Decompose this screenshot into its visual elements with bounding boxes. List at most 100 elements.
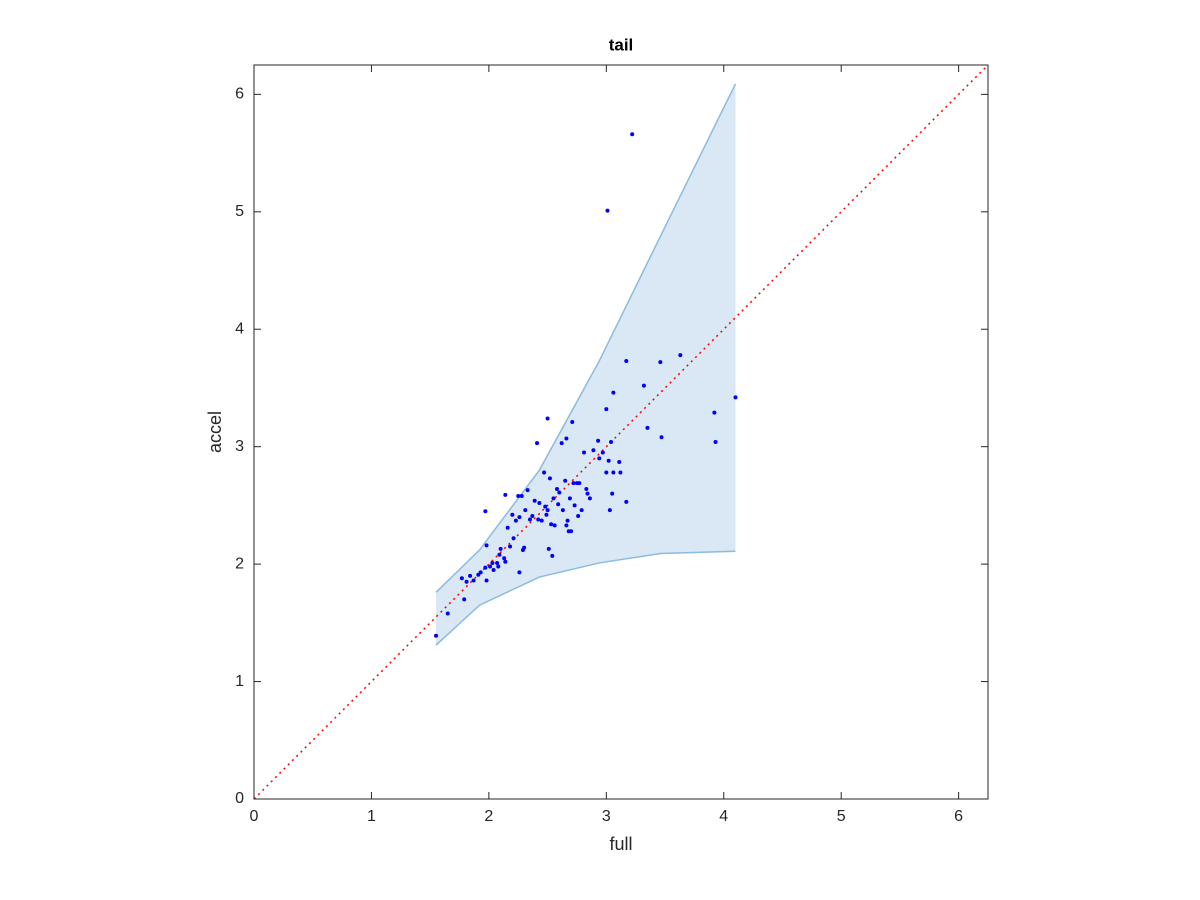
point <box>565 518 570 523</box>
reference-line <box>253 64 989 800</box>
point <box>543 504 548 509</box>
point <box>611 390 616 395</box>
point <box>484 578 489 583</box>
band-upper <box>435 83 737 593</box>
point <box>658 360 663 365</box>
y-tick-label: 6 <box>235 86 244 103</box>
point <box>557 490 562 495</box>
point <box>497 552 502 557</box>
point <box>571 481 576 486</box>
point <box>587 496 592 501</box>
point <box>549 522 554 527</box>
point <box>641 383 646 388</box>
point <box>584 486 589 491</box>
point <box>539 518 544 523</box>
point <box>560 508 565 513</box>
point <box>606 458 611 463</box>
point <box>559 441 564 446</box>
point <box>530 513 535 518</box>
point <box>546 546 551 551</box>
point <box>471 578 476 583</box>
point <box>532 498 537 503</box>
point <box>579 508 584 513</box>
point <box>547 476 552 481</box>
point <box>678 353 683 358</box>
x-tick-label: 2 <box>484 808 493 825</box>
point <box>496 564 501 569</box>
point <box>596 438 601 443</box>
y-tick-label: 1 <box>235 673 244 690</box>
point <box>713 439 718 444</box>
point <box>527 517 532 522</box>
point <box>495 560 500 565</box>
point <box>491 567 496 572</box>
point <box>567 496 572 501</box>
point <box>462 597 467 602</box>
point <box>570 420 575 425</box>
point <box>502 556 507 561</box>
point <box>434 633 439 638</box>
chart-title: tail <box>609 35 634 54</box>
y-tick-label: 4 <box>235 320 244 337</box>
y-tick-label: 2 <box>235 555 244 572</box>
point <box>498 546 503 551</box>
point <box>733 395 738 400</box>
point <box>468 573 473 578</box>
point <box>536 517 541 522</box>
point <box>510 512 515 517</box>
point <box>488 564 493 569</box>
point <box>523 508 528 513</box>
point <box>490 560 495 565</box>
point <box>577 481 582 486</box>
y-tick-label: 3 <box>235 438 244 455</box>
x-tick-label: 3 <box>602 808 611 825</box>
point <box>604 470 609 475</box>
point <box>552 523 557 528</box>
point <box>563 478 568 483</box>
plot-frame <box>253 64 989 800</box>
point <box>564 436 569 441</box>
point <box>545 508 550 513</box>
point <box>610 491 615 496</box>
point <box>617 459 622 464</box>
x-tick-label: 4 <box>719 808 728 825</box>
point <box>556 502 561 507</box>
y-tick-label: 0 <box>235 790 244 807</box>
band-area <box>436 83 736 646</box>
point <box>483 565 488 570</box>
point <box>445 611 450 616</box>
point <box>600 450 605 455</box>
point <box>517 570 522 575</box>
band-lower <box>435 550 736 646</box>
point <box>582 450 587 455</box>
point <box>624 358 629 363</box>
x-axis-label: full <box>609 834 632 854</box>
point <box>503 492 508 497</box>
x-tick-label: 0 <box>250 808 259 825</box>
point <box>609 439 614 444</box>
point <box>712 410 717 415</box>
point <box>484 543 489 548</box>
point <box>659 435 664 440</box>
x-tick-label: 5 <box>837 808 846 825</box>
point <box>483 509 488 514</box>
point <box>478 570 483 575</box>
point <box>542 470 547 475</box>
point <box>551 496 556 501</box>
point <box>569 529 574 534</box>
point <box>645 425 650 430</box>
point <box>519 494 524 499</box>
y-tick-label: 5 <box>235 203 244 220</box>
point <box>576 513 581 518</box>
point <box>525 488 530 493</box>
point <box>517 515 522 520</box>
point <box>605 208 610 213</box>
point <box>630 132 635 137</box>
point <box>503 559 508 564</box>
x-tick-label: 6 <box>954 808 963 825</box>
point <box>537 501 542 506</box>
point <box>550 553 555 558</box>
point <box>516 494 521 499</box>
point <box>604 407 609 412</box>
point <box>544 512 549 517</box>
